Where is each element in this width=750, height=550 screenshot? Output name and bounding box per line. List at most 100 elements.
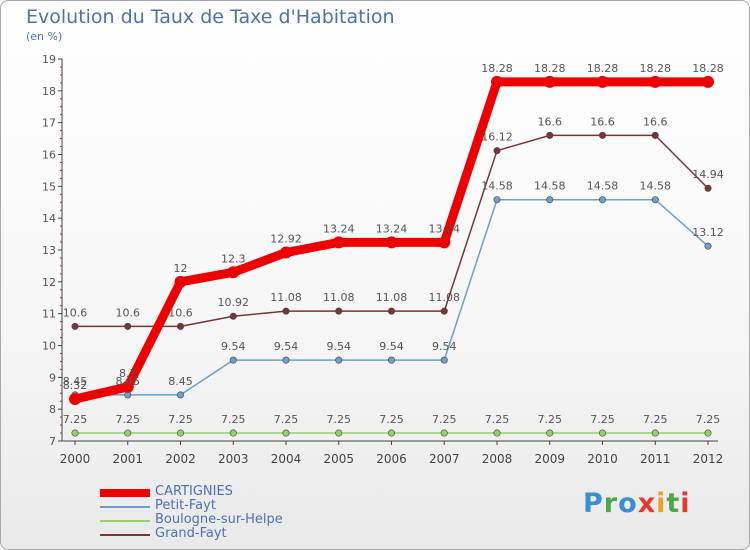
- y-minor-tick: [60, 161, 62, 163]
- data-label: 16.6: [643, 115, 668, 128]
- x-tick-label: 2008: [482, 452, 513, 466]
- data-point: [649, 75, 662, 88]
- legend: CARTIGNIES Petit-Fayt Boulogne-sur-Helpe Gr…: [100, 484, 360, 542]
- data-point: [438, 236, 451, 249]
- proxiti-logo: Proxiti: [583, 488, 691, 519]
- data-label: 10.92: [218, 296, 250, 309]
- x-tick-label: 2002: [165, 452, 196, 466]
- data-label: 11.08: [429, 291, 461, 304]
- y-minor-tick: [60, 329, 62, 331]
- data-label: 14.58: [481, 180, 513, 193]
- y-minor-tick: [60, 265, 62, 267]
- y-minor-tick: [60, 146, 62, 148]
- data-point: [598, 131, 606, 139]
- legend-swatch: [100, 506, 150, 508]
- x-tick-label: 2001: [112, 452, 143, 466]
- data-point: [546, 131, 554, 139]
- data-point: [493, 429, 501, 437]
- data-label: 7.25: [432, 413, 457, 426]
- data-label: 7.25: [168, 413, 193, 426]
- data-point: [332, 236, 345, 249]
- data-label: 13.12: [692, 226, 724, 239]
- data-point: [229, 312, 237, 320]
- y-minor-tick: [60, 360, 62, 362]
- y-tick-label: 12: [42, 276, 56, 289]
- data-point: [493, 196, 501, 204]
- data-point: [335, 356, 343, 364]
- y-minor-tick: [60, 416, 62, 418]
- y-minor-tick: [60, 130, 62, 132]
- data-point: [282, 307, 290, 315]
- y-minor-tick: [60, 273, 62, 275]
- y-tick-label: 8: [49, 403, 56, 416]
- data-label: 16.6: [590, 115, 615, 128]
- data-label: 18.28: [587, 62, 619, 75]
- y-tick-label: 15: [42, 180, 56, 193]
- data-point: [385, 236, 398, 249]
- x-tick-label: 2004: [271, 452, 302, 466]
- data-point: [282, 356, 290, 364]
- data-label: 7.25: [63, 413, 88, 426]
- data-point: [124, 322, 132, 330]
- y-minor-tick: [60, 106, 62, 108]
- data-point: [651, 196, 659, 204]
- x-tick-label: 2012: [693, 452, 724, 466]
- x-tick-label: 2009: [534, 452, 565, 466]
- data-point: [335, 429, 343, 437]
- data-label: 18.28: [534, 62, 566, 75]
- y-minor-tick: [60, 233, 62, 235]
- legend-label: Grand-Fayt: [155, 526, 227, 541]
- data-point: [229, 429, 237, 437]
- data-label: 7.25: [696, 413, 721, 426]
- data-label: 12.3: [221, 252, 246, 265]
- y-tick-label: 9: [49, 371, 56, 384]
- y-minor-tick: [60, 321, 62, 323]
- data-label: 9.54: [379, 340, 404, 353]
- y-minor-tick: [60, 201, 62, 203]
- data-point: [596, 75, 609, 88]
- data-label: 7.25: [538, 413, 563, 426]
- data-label: 13.24: [429, 222, 461, 235]
- y-minor-tick: [60, 74, 62, 76]
- chart-subtitle: (en %): [26, 30, 63, 43]
- data-point: [177, 391, 185, 399]
- data-label: 11.08: [270, 291, 302, 304]
- data-point: [387, 429, 395, 437]
- y-tick-label: 17: [42, 117, 56, 130]
- data-label: 8.7: [119, 367, 137, 380]
- data-label: 7.25: [221, 413, 246, 426]
- data-label: 9.54: [274, 340, 299, 353]
- y-tick-label: 11: [42, 308, 56, 321]
- chart-title: Evolution du Taux de Taxe d'Habitation: [26, 6, 395, 28]
- data-label: 16.12: [481, 131, 513, 144]
- legend-swatch: [100, 520, 150, 522]
- data-label: 11.08: [323, 291, 355, 304]
- x-tick-label: 2003: [218, 452, 249, 466]
- data-point: [387, 356, 395, 364]
- x-tick-label: 2005: [323, 452, 354, 466]
- y-minor-tick: [60, 352, 62, 354]
- y-minor-tick: [60, 337, 62, 339]
- legend-label: Petit-Fayt: [155, 498, 216, 513]
- data-label: 18.28: [640, 62, 672, 75]
- data-label: 8.45: [63, 375, 88, 388]
- data-point: [71, 322, 79, 330]
- x-tick-label: 2006: [376, 452, 407, 466]
- data-point: [124, 429, 132, 437]
- data-point: [227, 266, 240, 279]
- data-point: [440, 307, 448, 315]
- y-minor-tick: [60, 297, 62, 299]
- data-label: 18.28: [481, 62, 513, 75]
- data-label: 7.25: [590, 413, 615, 426]
- y-minor-tick: [60, 66, 62, 68]
- data-label: 7.25: [379, 413, 404, 426]
- y-minor-tick: [60, 289, 62, 291]
- legend-label: Boulogne-sur-Helpe: [155, 512, 283, 527]
- data-point: [387, 307, 395, 315]
- data-label: 8.45: [168, 375, 193, 388]
- data-point: [440, 429, 448, 437]
- legend-item: CARTIGNIES: [100, 484, 360, 500]
- data-point: [71, 429, 79, 437]
- legend-item: Petit-Fayt: [100, 498, 360, 514]
